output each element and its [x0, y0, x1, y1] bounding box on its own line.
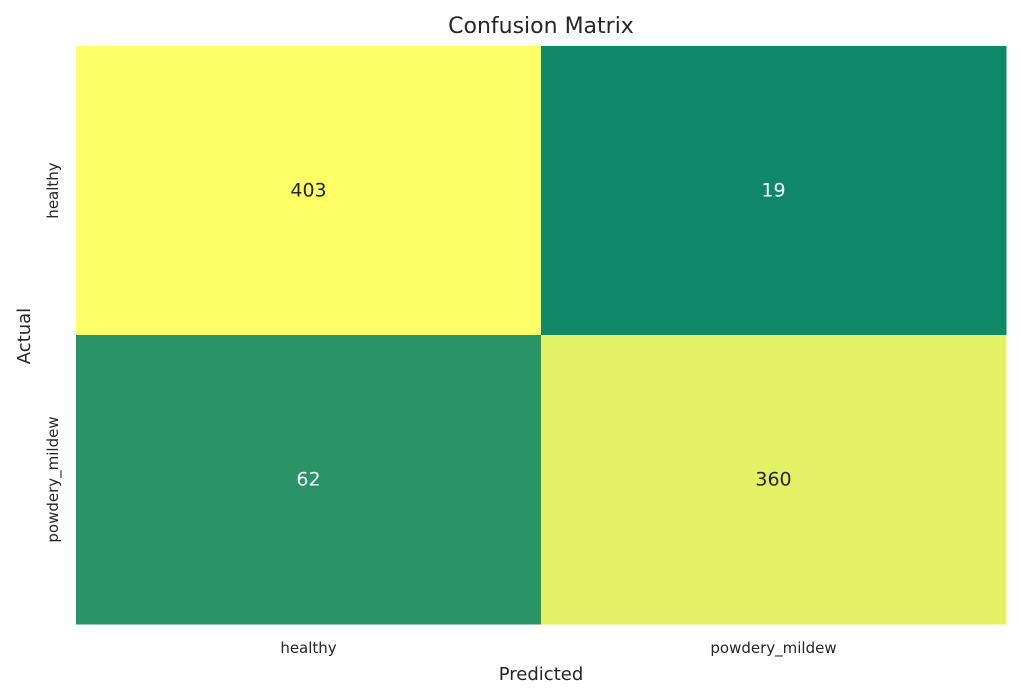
y-tick-label: healthy: [44, 162, 62, 218]
y-tick-labels: healthy powdery_mildew: [44, 162, 63, 542]
x-tick-labels: healthy powdery_mildew: [280, 639, 836, 658]
chart-title: Confusion Matrix: [448, 14, 634, 39]
heatmap-cell: [76, 46, 542, 336]
x-tick-label: powdery_mildew: [710, 639, 836, 658]
cell-annotations: 403 19 62 360: [290, 180, 791, 491]
cell-value-label: 19: [761, 180, 785, 202]
cell-value-label: 403: [290, 180, 326, 202]
heatmap-cell: [541, 46, 1007, 336]
y-tick-label: powdery_mildew: [44, 416, 63, 542]
cell-value-label: 360: [755, 469, 791, 491]
x-tick-label: healthy: [280, 639, 336, 657]
heatmap-cell: [76, 335, 542, 625]
cell-value-label: 62: [296, 469, 320, 491]
x-axis-label: Predicted: [499, 664, 584, 685]
heatmap-cell: [541, 335, 1007, 625]
heatmap-cells: [76, 46, 1007, 625]
y-axis-label: Actual: [14, 308, 35, 364]
